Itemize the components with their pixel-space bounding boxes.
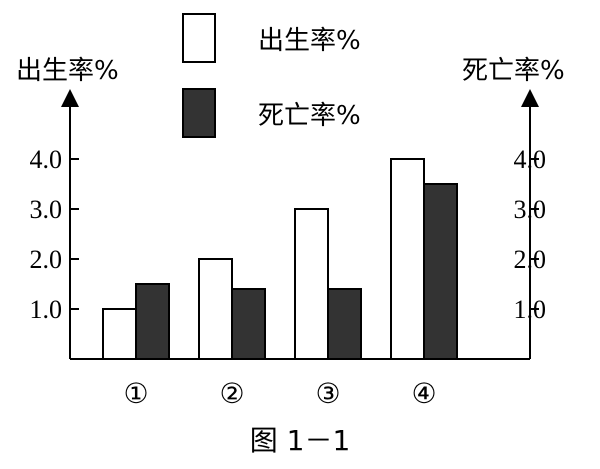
death-rate-bar-1 bbox=[135, 283, 170, 360]
left-tick-label: 3.0 bbox=[30, 195, 63, 224]
legend-swatch-birth bbox=[182, 13, 216, 63]
death-rate-bar-3 bbox=[327, 288, 362, 360]
y-axis-title-left: 出生率% bbox=[16, 56, 119, 86]
birth-rate-bar-1 bbox=[102, 308, 137, 360]
legend-label-death: 死亡率% bbox=[258, 101, 361, 131]
legend-label-birth: 出生率% bbox=[258, 26, 361, 56]
birth-rate-bar-4 bbox=[390, 158, 425, 360]
y-axis-title-right: 死亡率% bbox=[462, 56, 565, 86]
category-labels: ① ② ③ ④ bbox=[123, 377, 436, 410]
left-tick-label: 4.0 bbox=[30, 145, 63, 174]
right-tick-label: 2.0 bbox=[514, 245, 547, 274]
death-rate-bar-2 bbox=[231, 288, 266, 360]
legend-swatch-death bbox=[182, 88, 216, 138]
right-tick-label: 1.0 bbox=[514, 295, 547, 324]
category-label-2: ② bbox=[219, 377, 244, 410]
category-label-3: ③ bbox=[315, 377, 340, 410]
category-label-1: ① bbox=[123, 377, 148, 410]
figure-caption: 图 1－1 bbox=[250, 424, 351, 457]
right-tick-label: 4.0 bbox=[514, 145, 547, 174]
right-tick-label: 3.0 bbox=[514, 195, 547, 224]
ticks: 1.0 1.0 2.0 2.0 3.0 3.0 4.0 4.0 bbox=[30, 145, 547, 324]
left-tick-label: 1.0 bbox=[30, 295, 63, 324]
left-tick-label: 2.0 bbox=[30, 245, 63, 274]
category-label-4: ④ bbox=[411, 377, 436, 410]
bars bbox=[102, 158, 458, 360]
death-rate-bar-4 bbox=[423, 183, 458, 360]
legend: 出生率% 死亡率% bbox=[182, 13, 361, 138]
birth-rate-bar-2 bbox=[198, 258, 233, 360]
birth-rate-bar-3 bbox=[294, 208, 329, 360]
